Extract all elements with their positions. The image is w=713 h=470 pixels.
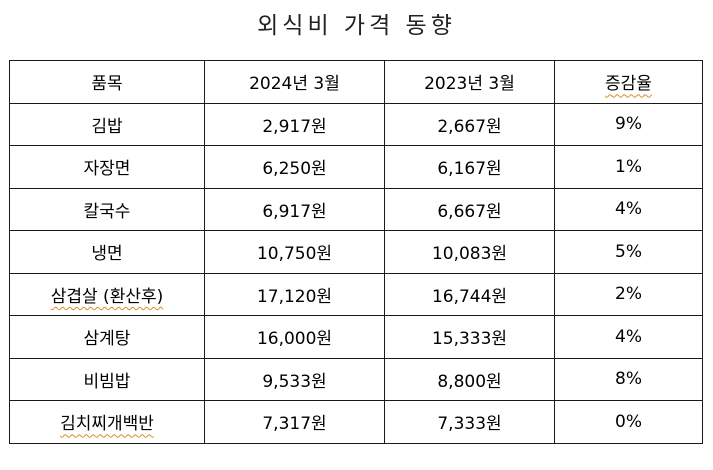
item-cell: 삼계탕	[9, 315, 205, 359]
header-item: 품목	[9, 60, 205, 104]
item-cell: 냉면	[9, 230, 205, 274]
table-row: 냉면 10,750원 10,083원 5%	[9, 230, 703, 274]
price-2024-cell: 2,917원	[204, 102, 385, 146]
header-2023: 2023년 3월	[384, 60, 555, 104]
item-cell-label: 김치찌개백반	[60, 414, 154, 435]
price-2024-cell: 6,917원	[204, 187, 385, 231]
price-2023-cell: 2,667원	[384, 102, 555, 146]
item-cell: 비빔밥	[9, 357, 205, 401]
table-row: 삼겹살 (환산후) 17,120원 16,744원 2%	[9, 272, 703, 316]
price-2024-cell: 17,120원	[204, 272, 385, 316]
price-2024-cell: 7,317원	[204, 400, 385, 444]
table-row: 비빔밥 9,533원 8,800원 8%	[9, 357, 703, 401]
change-cell: 4%	[554, 187, 703, 231]
table-row: 칼국수 6,917원 6,667원 4%	[9, 187, 703, 231]
price-2023-cell: 6,167원	[384, 145, 555, 189]
header-change-rate: 증감율	[554, 60, 703, 104]
price-2024-cell: 9,533원	[204, 357, 385, 401]
price-2023-cell: 7,333원	[384, 400, 555, 444]
price-table: 품목 2024년 3월 2023년 3월 증감율 김밥 2,917원 2,667…	[9, 60, 703, 444]
change-cell: 4%	[554, 315, 703, 359]
price-2023-cell: 6,667원	[384, 187, 555, 231]
item-cell: 삼겹살 (환산후)	[9, 272, 205, 316]
price-2023-cell: 8,800원	[384, 357, 555, 401]
change-cell: 0%	[554, 400, 703, 444]
table-row: 삼계탕 16,000원 15,333원 4%	[9, 315, 703, 359]
table-row: 김치찌개백반 7,317원 7,333원 0%	[9, 400, 703, 444]
change-cell: 5%	[554, 230, 703, 274]
price-2023-cell: 10,083원	[384, 230, 555, 274]
change-cell: 8%	[554, 357, 703, 401]
price-2023-cell: 16,744원	[384, 272, 555, 316]
price-2023-cell: 15,333원	[384, 315, 555, 359]
change-cell: 9%	[554, 102, 703, 146]
item-cell: 자장면	[9, 145, 205, 189]
change-cell: 1%	[554, 145, 703, 189]
item-cell: 김밥	[9, 102, 205, 146]
item-cell: 칼국수	[9, 187, 205, 231]
item-cell-label: 삼겹살 (환산후)	[50, 286, 164, 307]
change-cell: 2%	[554, 272, 703, 316]
price-2024-cell: 16,000원	[204, 315, 385, 359]
item-cell: 김치찌개백반	[9, 400, 205, 444]
table-row: 김밥 2,917원 2,667원 9%	[9, 102, 703, 146]
table-header-row: 품목 2024년 3월 2023년 3월 증감율	[9, 60, 703, 104]
page-title: 외식비 가격 동향	[257, 13, 456, 39]
header-2024: 2024년 3월	[204, 60, 385, 104]
header-change-rate-label: 증감율	[605, 74, 652, 95]
price-2024-cell: 10,750원	[204, 230, 385, 274]
price-2024-cell: 6,250원	[204, 145, 385, 189]
table-row: 자장면 6,250원 6,167원 1%	[9, 145, 703, 189]
